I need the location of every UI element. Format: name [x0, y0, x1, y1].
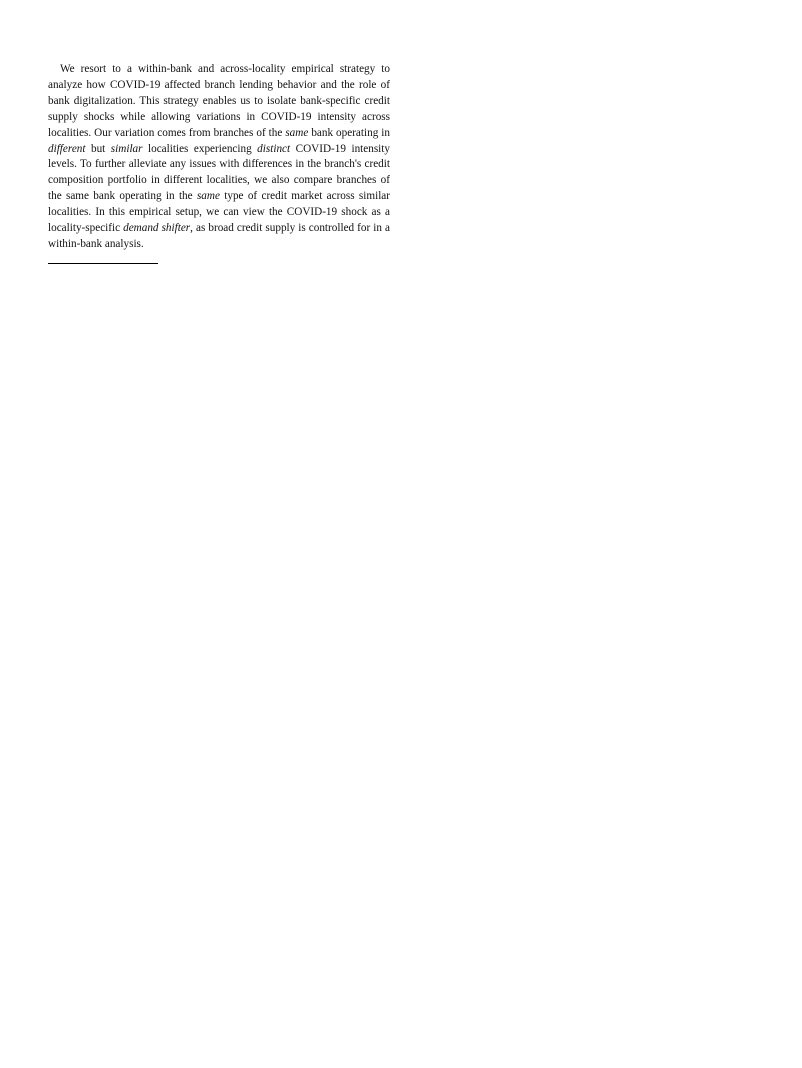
para: We resort to a within-bank and across-lo…: [48, 62, 390, 253]
footnote-rule: [48, 263, 158, 264]
figure-1-svg: [412, 70, 752, 270]
right-column: [412, 60, 754, 276]
left-column: We resort to a within-bank and across-lo…: [48, 60, 390, 276]
figure-1: [412, 70, 754, 270]
